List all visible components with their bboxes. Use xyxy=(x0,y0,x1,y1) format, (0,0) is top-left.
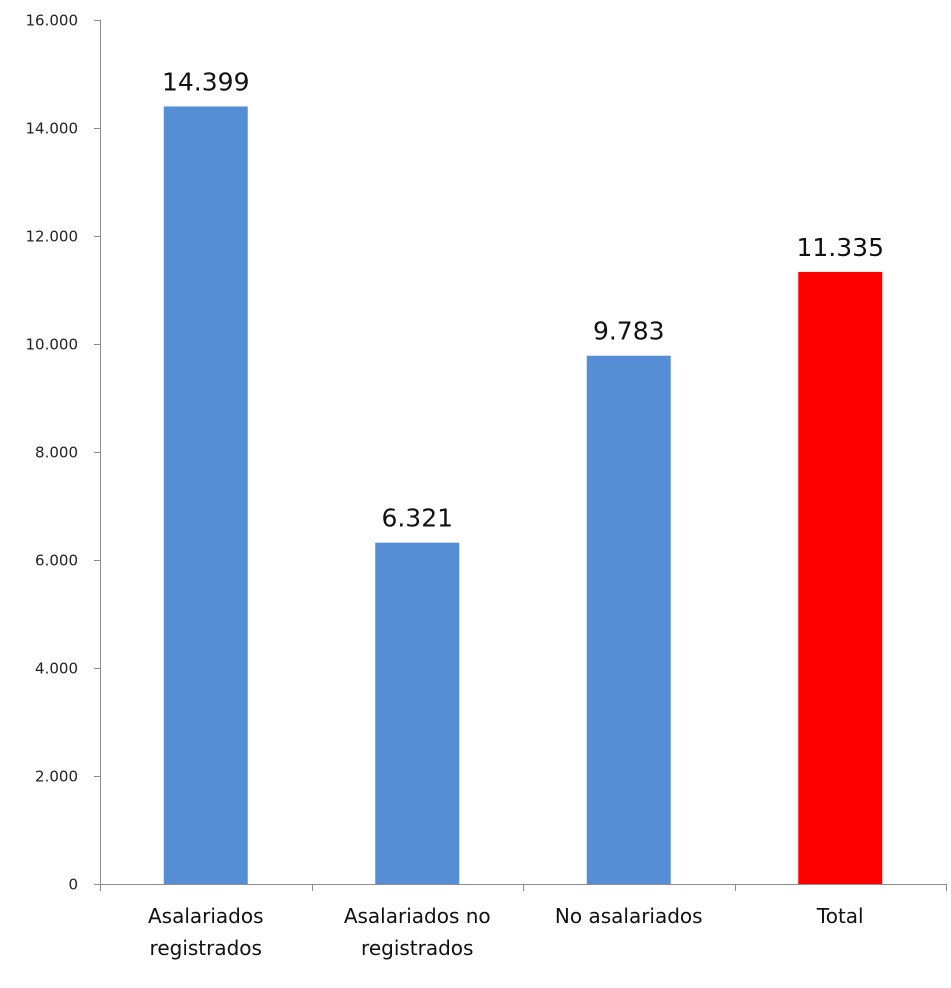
bar-data-label: 11.335 xyxy=(797,233,884,262)
y-tick-label: 14.000 xyxy=(26,120,79,138)
bar xyxy=(798,271,883,884)
data-labels: 14.399 6.321 9.783 11.335 xyxy=(162,67,884,532)
x-tick-label: Asalariados no registrados xyxy=(344,904,491,960)
y-tick-label: 10.000 xyxy=(26,336,79,354)
x-tick-label: No asalariados xyxy=(555,904,703,928)
x-tick-label-line: Total xyxy=(816,904,864,928)
bar-data-label: 9.783 xyxy=(593,317,665,346)
y-tick-label: 4.000 xyxy=(35,660,78,678)
x-tick-label-line: No asalariados xyxy=(555,904,703,928)
y-tick-label: 0 xyxy=(68,876,78,894)
y-axis: 0 2.000 4.000 6.000 8.000 10.000 12.000 14.000 1… xyxy=(26,12,101,894)
y-tick-label: 8.000 xyxy=(35,444,78,462)
x-tick-label-line: Asalariados no xyxy=(344,904,491,928)
x-tick-label-line: Asalariados xyxy=(148,904,264,928)
x-tick-label: Total xyxy=(816,904,864,928)
x-axis: Asalariados registrados Asalariados no regi… xyxy=(100,884,947,960)
bars xyxy=(163,106,883,885)
bar xyxy=(163,106,248,885)
x-tick-label-line: registrados xyxy=(361,936,473,960)
x-tick-label-line: registrados xyxy=(150,936,262,960)
y-tick-label: 16.000 xyxy=(26,12,79,30)
bar xyxy=(586,355,671,884)
bar-data-label: 14.399 xyxy=(162,67,249,96)
y-tick-label: 2.000 xyxy=(35,768,78,786)
bar-data-label: 6.321 xyxy=(381,504,453,533)
y-tick-label: 12.000 xyxy=(26,228,79,246)
x-tick-label: Asalariados registrados xyxy=(148,904,264,960)
bar xyxy=(375,542,460,884)
y-tick-label: 6.000 xyxy=(35,552,78,570)
